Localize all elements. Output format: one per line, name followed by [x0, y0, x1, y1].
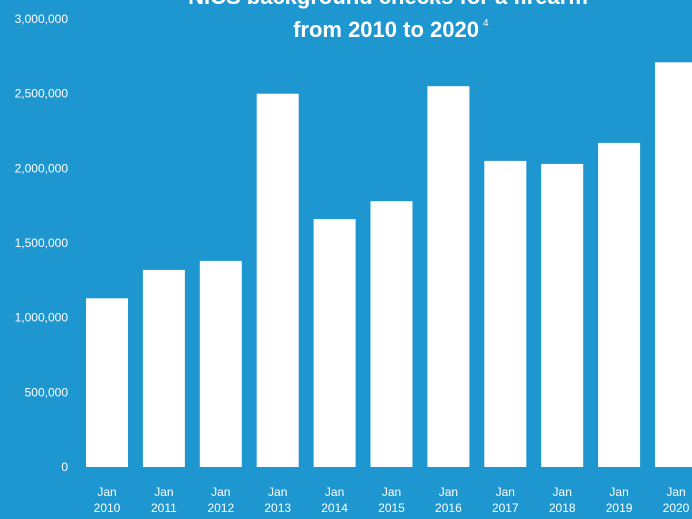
x-tick-label: Jan	[382, 485, 401, 499]
x-tick-label: Jan	[609, 485, 628, 499]
x-tick-label: 2013	[264, 501, 291, 515]
bar	[199, 260, 242, 467]
x-tick-label: 2012	[207, 501, 234, 515]
y-tick-label: 0	[61, 460, 68, 474]
bar	[370, 201, 413, 467]
bar	[655, 62, 692, 468]
chart-title: NICS background checks for a firearm	[188, 0, 588, 9]
chart-title-group: NICS background checks for a firearm fro…	[188, 0, 588, 42]
x-tick-label: Jan	[439, 485, 458, 499]
y-tick-label: 2,000,000	[15, 161, 69, 175]
x-tick-label: 2010	[94, 501, 121, 515]
x-tick-label: 2019	[606, 501, 633, 515]
y-tick-label: 2,500,000	[15, 87, 69, 101]
x-tick-label: Jan	[268, 485, 287, 499]
x-tick-label: Jan	[496, 485, 515, 499]
x-tick-label: Jan	[666, 485, 685, 499]
chart-subtitle: from 2010 to 2020	[293, 17, 479, 42]
x-tick-label: 2017	[492, 501, 519, 515]
x-tick-label: 2018	[549, 501, 576, 515]
y-axis: 0 500,000 1,000,000 1,500,000 2,000,000 2,500…	[15, 12, 69, 474]
y-tick-label: 3,000,000	[15, 12, 69, 26]
bar	[427, 86, 470, 467]
x-tick-label: 2016	[435, 501, 462, 515]
bar	[313, 219, 356, 467]
bar	[598, 142, 641, 467]
y-tick-label: 500,000	[25, 385, 69, 399]
x-axis: Jan 2010 Jan 2011 Jan 2012 Jan 2013 Jan 2014 Jan 20…	[94, 485, 690, 515]
x-tick-label: 2011	[151, 501, 177, 515]
y-tick-label: 1,000,000	[15, 311, 69, 325]
bar	[484, 160, 527, 467]
x-tick-label: 2020	[663, 501, 690, 515]
x-tick-label: Jan	[97, 485, 116, 499]
bars	[86, 62, 692, 468]
y-tick-label: 1,500,000	[15, 236, 69, 250]
x-tick-label: 2014	[321, 501, 348, 515]
bar	[256, 93, 299, 467]
x-tick-label: Jan	[154, 485, 173, 499]
x-tick-label: 2015	[378, 501, 405, 515]
x-tick-label: Jan	[211, 485, 230, 499]
bar	[142, 269, 185, 467]
x-tick-label: Jan	[553, 485, 572, 499]
chart-subtitle-footnote: 4	[483, 18, 489, 29]
bar	[541, 163, 584, 467]
bar	[86, 298, 128, 467]
x-tick-label: Jan	[325, 485, 344, 499]
